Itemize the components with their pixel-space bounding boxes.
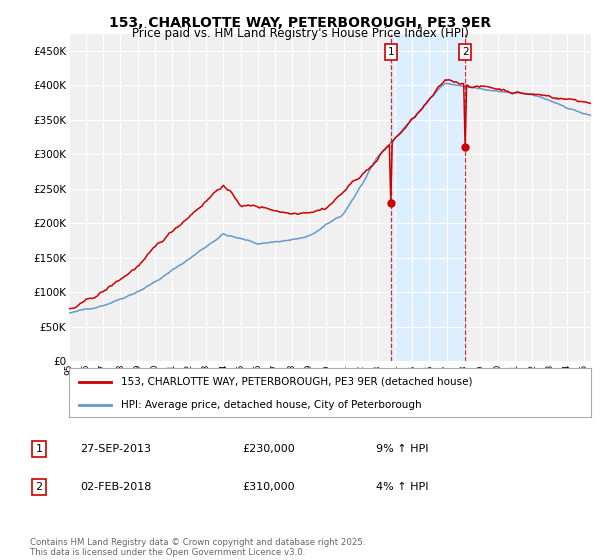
Text: HPI: Average price, detached house, City of Peterborough: HPI: Average price, detached house, City… xyxy=(121,400,422,410)
Text: £230,000: £230,000 xyxy=(242,444,295,454)
Text: 1: 1 xyxy=(35,444,43,454)
Text: 153, CHARLOTTE WAY, PETERBOROUGH, PE3 9ER (detached house): 153, CHARLOTTE WAY, PETERBOROUGH, PE3 9E… xyxy=(121,377,473,387)
Bar xyxy=(391,34,465,361)
Text: £310,000: £310,000 xyxy=(242,482,295,492)
Text: 27-SEP-2013: 27-SEP-2013 xyxy=(80,444,151,454)
Text: Contains HM Land Registry data © Crown copyright and database right 2025.
This d: Contains HM Land Registry data © Crown c… xyxy=(30,538,365,557)
Text: Price paid vs. HM Land Registry's House Price Index (HPI): Price paid vs. HM Land Registry's House … xyxy=(131,27,469,40)
Text: 153, CHARLOTTE WAY, PETERBOROUGH, PE3 9ER: 153, CHARLOTTE WAY, PETERBOROUGH, PE3 9E… xyxy=(109,16,491,30)
Text: 4% ↑ HPI: 4% ↑ HPI xyxy=(376,482,428,492)
Text: 1: 1 xyxy=(388,46,394,57)
Text: 02-FEB-2018: 02-FEB-2018 xyxy=(80,482,152,492)
Text: 2: 2 xyxy=(35,482,43,492)
Text: 2: 2 xyxy=(462,46,469,57)
Text: 9% ↑ HPI: 9% ↑ HPI xyxy=(376,444,428,454)
